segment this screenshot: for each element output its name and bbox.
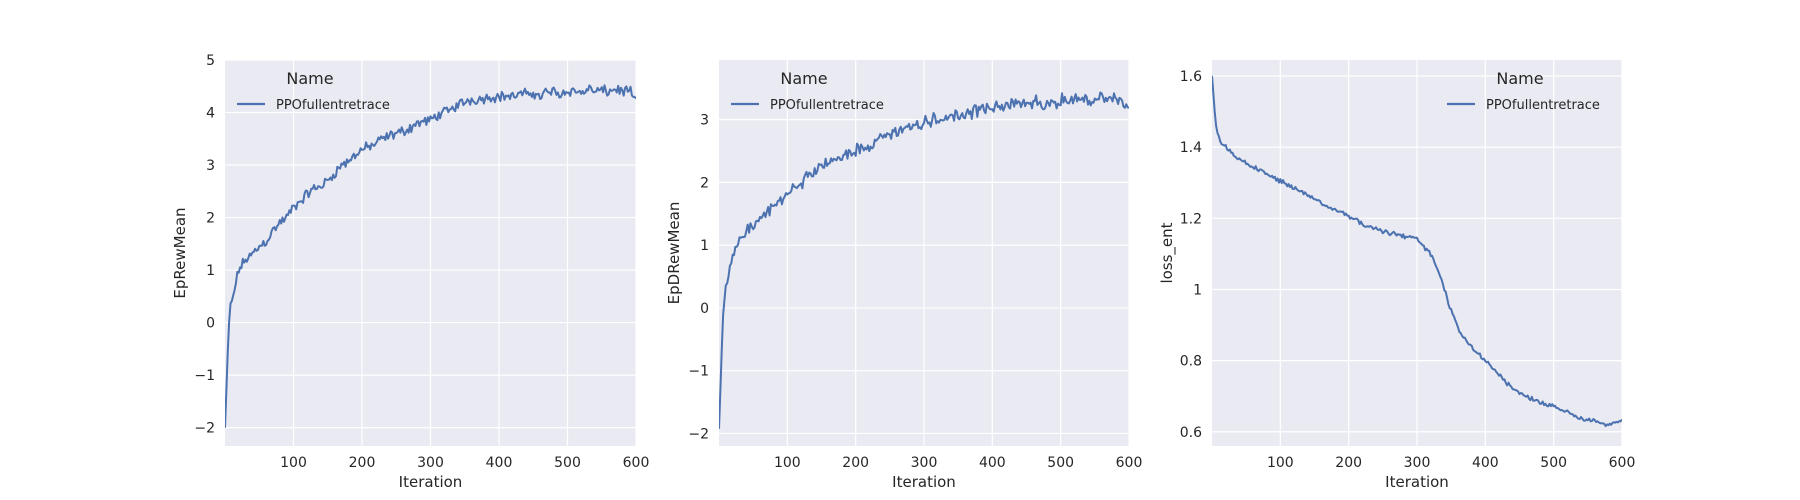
x-tick-label: 300 — [1404, 455, 1431, 471]
x-tick-label: 400 — [1472, 455, 1499, 471]
chart-panel-1: 100 200 300 400 500 600 −2 −1 0 1 2 3 4 5 Iteration EpR… — [171, 53, 649, 491]
y-axis-label: loss_ent — [1158, 222, 1177, 283]
x-tick-label: 500 — [554, 455, 581, 471]
x-tick-label: 100 — [1267, 455, 1294, 471]
y-tick-label: 1 — [206, 263, 215, 279]
x-tick-label: 200 — [842, 455, 869, 471]
y-tick-label: 1 — [1193, 282, 1202, 298]
x-tick-label: 400 — [979, 455, 1006, 471]
y-axis-label: EpRewMean — [171, 207, 189, 298]
x-tick-label: 300 — [417, 455, 444, 471]
y-tick-label: 0.6 — [1180, 425, 1202, 441]
x-axis-label: Iteration — [1385, 473, 1449, 491]
y-tick-label: 0 — [700, 301, 709, 317]
legend-entry-label: PPOfullentretrace — [1486, 98, 1600, 113]
legend-entry-label: PPOfullentretrace — [770, 98, 884, 113]
y-tick-label: 3 — [206, 158, 215, 174]
y-tick-label: 0.8 — [1180, 354, 1202, 370]
legend: Name PPOfullentretrace — [1447, 69, 1600, 113]
y-tick-label: −2 — [194, 421, 215, 437]
y-tick-label: 1.4 — [1180, 140, 1202, 156]
y-tick-label: −2 — [688, 426, 709, 442]
x-tick-label: 600 — [1609, 455, 1636, 471]
x-tick-label: 500 — [1047, 455, 1074, 471]
x-tick-label: 300 — [911, 455, 938, 471]
x-axis-label: Iteration — [892, 473, 956, 491]
series-line-PPOfullentretrace — [1212, 75, 1622, 428]
y-tick-label: 0 — [206, 316, 215, 332]
y-tick-label: 2 — [206, 211, 215, 227]
chart-panel-3: 100 200 300 400 500 600 0.6 0.8 1 1.2 1.4 1.6 Iterat… — [1158, 60, 1635, 491]
x-tick-label: 100 — [280, 455, 307, 471]
x-tick-label: 200 — [1335, 455, 1362, 471]
series-line-PPOfullentretrace — [225, 84, 636, 428]
x-tick-label: 600 — [623, 455, 650, 471]
x-axis-label: Iteration — [399, 473, 463, 491]
x-tick-label: 400 — [486, 455, 513, 471]
x-tick-label: 100 — [774, 455, 801, 471]
legend-title: Name — [1496, 69, 1543, 88]
y-tick-label: 1.2 — [1180, 211, 1202, 227]
legend-title: Name — [780, 69, 827, 88]
x-tick-label: 500 — [1540, 455, 1567, 471]
y-tick-label: 5 — [206, 53, 215, 69]
series-line-PPOfullentretrace — [719, 91, 1129, 429]
y-tick-label: 1.6 — [1180, 69, 1202, 85]
y-tick-label: −1 — [688, 364, 709, 380]
y-tick-label: 4 — [206, 106, 215, 122]
y-tick-label: 1 — [700, 238, 709, 254]
y-axis-label: EpDRewMean — [665, 202, 683, 305]
y-tick-label: −1 — [194, 368, 215, 384]
y-tick-label: 2 — [700, 175, 709, 191]
legend-entry-label: PPOfullentretrace — [276, 98, 390, 113]
chart-panel-2: 100 200 300 400 500 600 −2 −1 0 1 2 3 Iteration EpDRe… — [665, 60, 1142, 491]
x-tick-label: 200 — [349, 455, 376, 471]
x-tick-label: 600 — [1116, 455, 1143, 471]
y-tick-label: 3 — [700, 113, 709, 129]
legend-title: Name — [286, 69, 333, 88]
legend: Name PPOfullentretrace — [237, 69, 390, 113]
legend: Name PPOfullentretrace — [731, 69, 884, 113]
